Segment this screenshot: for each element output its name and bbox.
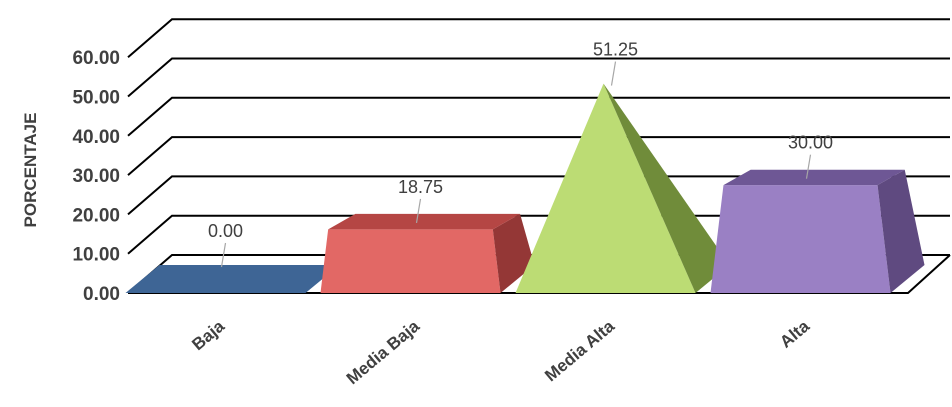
data-label: 18.75 (398, 177, 443, 197)
data-label-leader (415, 198, 422, 224)
gridline (127, 96, 950, 137)
bar-front-face (710, 185, 891, 293)
x-category-label: Media Alta (541, 316, 618, 385)
bar-side-face (877, 169, 925, 293)
data-label-leader (610, 61, 617, 86)
y-tick-label: 0.00 (83, 284, 120, 305)
bar-side-face (603, 83, 730, 294)
y-axis-label: PORCENTAJE (21, 113, 40, 228)
y-axis-ticks: 0.00 10.00 20.00 30.00 40.00 50.00 60.00 (72, 48, 120, 305)
y-tick-label: 20.00 (72, 205, 120, 226)
bar-top-face (125, 265, 340, 293)
data-label: 30.00 (788, 133, 833, 153)
gridline (127, 136, 950, 176)
gridline (127, 18, 950, 58)
gridlines (127, 18, 951, 294)
data-label-leader (220, 242, 227, 268)
x-category-label: Alta (776, 316, 813, 352)
y-tick-label: 50.00 (72, 88, 120, 109)
data-label: 51.25 (593, 40, 638, 60)
gridline (127, 57, 950, 98)
x-axis-categories: Baja Media Baja Media Alta Alta (188, 316, 813, 388)
bar-top-face (723, 169, 905, 186)
bar-alta (710, 169, 925, 293)
y-tick-label: 60.00 (72, 48, 120, 69)
gridline (127, 175, 950, 216)
bar-front-face (320, 229, 501, 293)
bar-media-baja (320, 213, 535, 293)
bar-baja (125, 265, 340, 293)
data-labels: 0.00 18.75 51.25 30.00 (208, 40, 833, 268)
bar-top-face (328, 213, 521, 230)
y-tick-label: 40.00 (72, 127, 120, 148)
bar-front-face (515, 83, 696, 294)
data-label-leader (805, 154, 812, 179)
y-tick-label: 30.00 (72, 166, 120, 187)
x-category-label: Media Baja (343, 316, 424, 388)
data-label: 0.00 (208, 221, 243, 241)
y-tick-label: 10.00 (72, 245, 120, 266)
x-category-label: Baja (188, 316, 228, 354)
bar-media-alta (515, 83, 730, 294)
bars (125, 83, 925, 294)
